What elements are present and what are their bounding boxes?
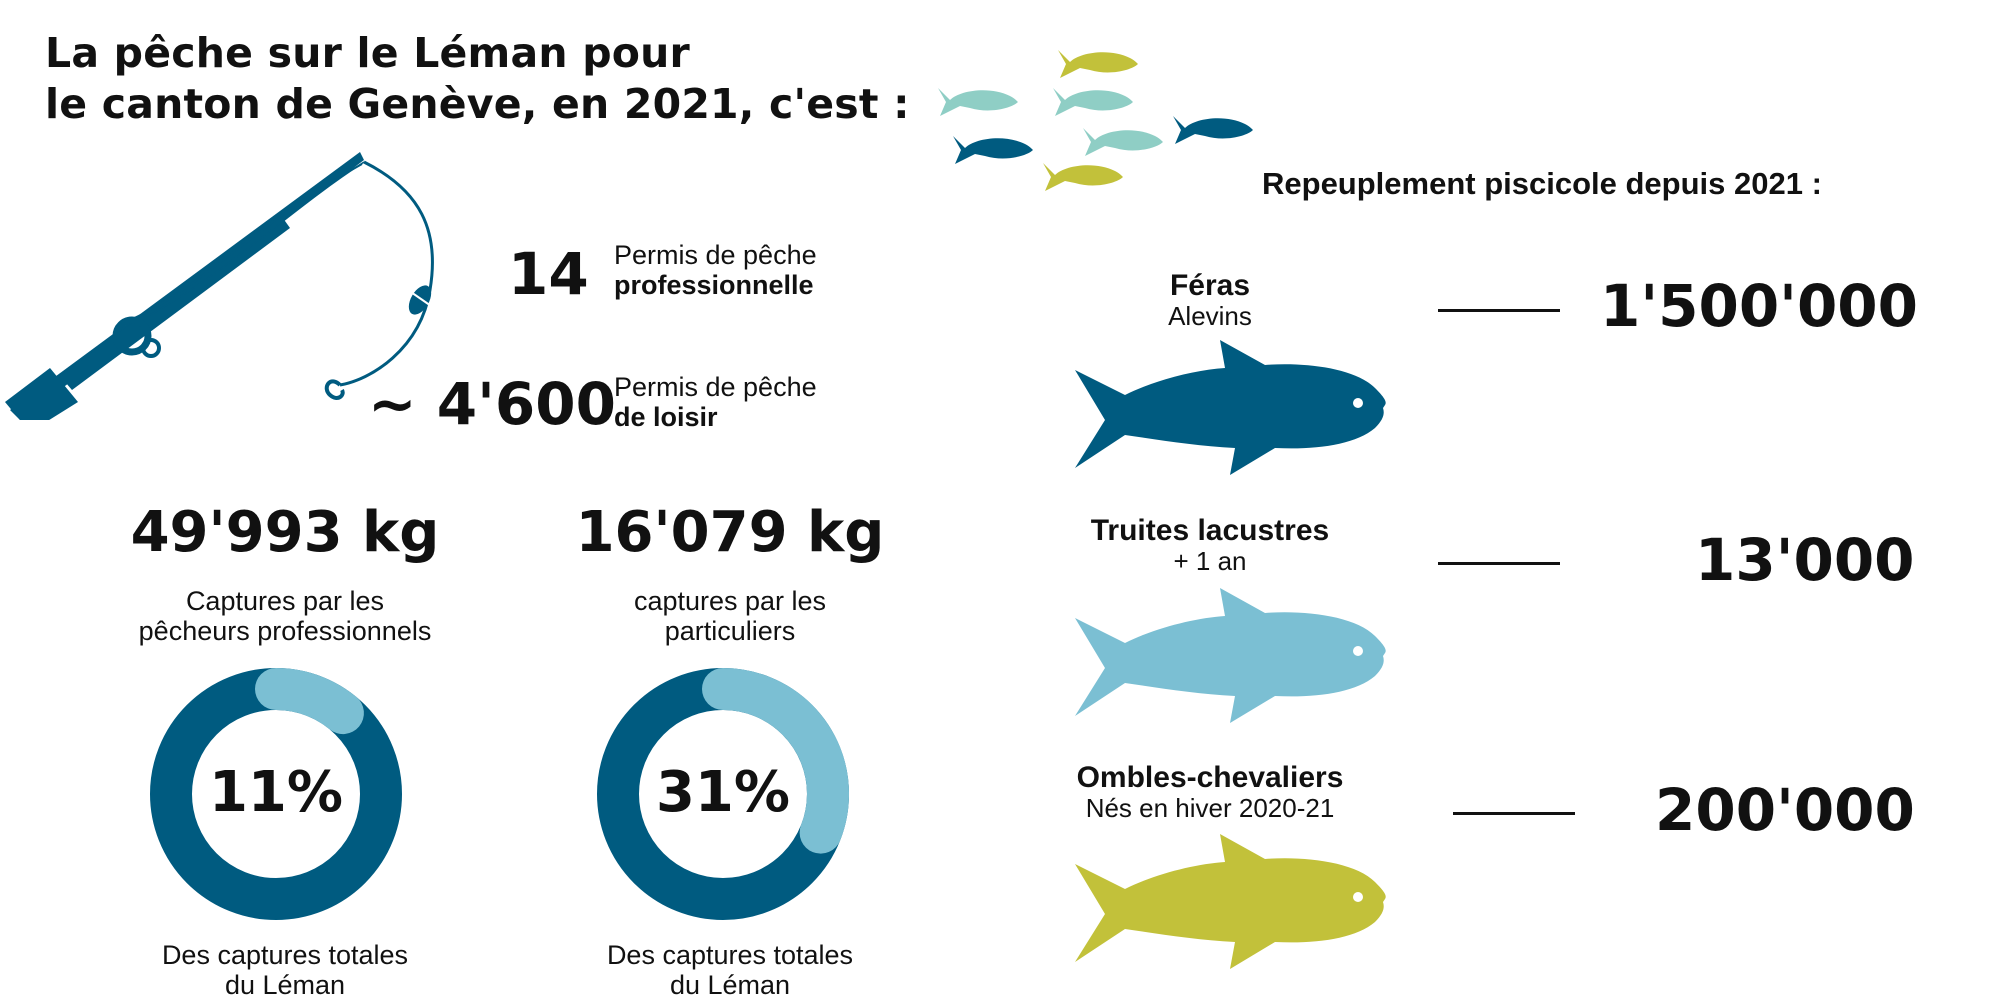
restock-item-truites-name: Truites lacustres + 1 an (1060, 514, 1360, 576)
restock-truites-count: 13'000 (1695, 526, 1915, 594)
pro-catch-amount: 49'993 kg (130, 500, 440, 565)
pro-permit-label: Permis de pêche professionnelle (614, 240, 817, 300)
restock-feras-count: 1'500'000 (1600, 272, 1919, 340)
leisure-permit-count: ~ 4'600 (368, 370, 616, 438)
restock-truites-subtitle: + 1 an (1173, 546, 1247, 576)
private-catch-label-line-1: captures par les (633, 586, 827, 616)
private-share-donut (597, 668, 849, 920)
restock-ombles-count: 200'000 (1655, 776, 1915, 844)
pro-catch-label-line-1: Captures par les (185, 586, 385, 616)
pro-catch-footer: Des captures totales du Léman (100, 940, 470, 1000)
private-donut-share-arc (702, 668, 849, 854)
private-share-text: 31% (655, 760, 791, 825)
fishing-rod-icon (5, 152, 435, 420)
leisure-permit-label-line-1: Permis de pêche (614, 372, 817, 402)
restock-ombles-title: Ombles-chevaliers (1076, 761, 1344, 794)
private-catch-footer-line-2: du Léman (669, 970, 791, 1000)
restock-truites-title: Truites lacustres (1090, 514, 1330, 547)
pro-catch-label-line-2: pêcheurs professionnels (138, 616, 432, 646)
pro-catch-footer-line-2: du Léman (224, 970, 346, 1000)
feras-fish-icon (1075, 340, 1386, 475)
title-line-2: le canton de Genève, en 2021, c'est : (45, 80, 910, 128)
restocking-heading: Repeuplement piscicole depuis 2021 : (1262, 166, 1822, 201)
pro-donut-share-arc (255, 668, 364, 735)
truite-fish-icon (1075, 588, 1386, 723)
pro-permit-label-line-1: Permis de pêche (614, 240, 817, 270)
restock-item-ombles-name: Ombles-chevaliers Nés en hiver 2020-21 (1040, 761, 1380, 823)
private-catch-amount: 16'079 kg (575, 500, 885, 565)
pro-catch-footer-line-1: Des captures totales (161, 940, 409, 970)
leisure-permit-label: Permis de pêche de loisir (614, 372, 817, 432)
pro-permit-count: 14 (508, 240, 589, 308)
restock-feras-title: Féras (1169, 269, 1251, 302)
small-fish-icon (1043, 163, 1123, 191)
restock-ombles-subtitle: Nés en hiver 2020-21 (1085, 793, 1335, 823)
fish-school-icon (938, 50, 1253, 191)
omble-fish-icon (1075, 834, 1386, 969)
small-fish-icon (953, 136, 1033, 164)
small-fish-icon (1083, 128, 1163, 156)
pro-permit-label-line-2: professionnelle (614, 270, 814, 300)
title-line-1: La pêche sur le Léman pour (45, 29, 690, 77)
small-fish-icon (1058, 50, 1138, 78)
restock-feras-subtitle: Alevins (1168, 301, 1252, 331)
private-catch-footer: Des captures totales du Léman (545, 940, 915, 1000)
private-catch-footer-line-1: Des captures totales (606, 940, 854, 970)
page-title: La pêche sur le Léman pour le canton de … (45, 28, 910, 130)
pro-share-donut (150, 668, 402, 920)
restock-ombles-leader-line (1453, 812, 1575, 815)
pro-catch-label: Captures par les pêcheurs professionnels (100, 586, 470, 646)
small-fish-icon (1053, 88, 1133, 116)
restock-truites-leader-line (1438, 562, 1560, 565)
restock-feras-leader-line (1438, 309, 1560, 312)
leisure-permit-label-line-2: de loisir (614, 402, 718, 432)
small-fish-icon (1173, 116, 1253, 144)
small-fish-icon (938, 88, 1018, 116)
pro-share-text: 11% (208, 760, 344, 825)
private-catch-label: captures par les particuliers (545, 586, 915, 646)
private-catch-label-line-2: particuliers (664, 616, 796, 646)
restock-item-feras-name: Féras Alevins (1110, 269, 1310, 331)
